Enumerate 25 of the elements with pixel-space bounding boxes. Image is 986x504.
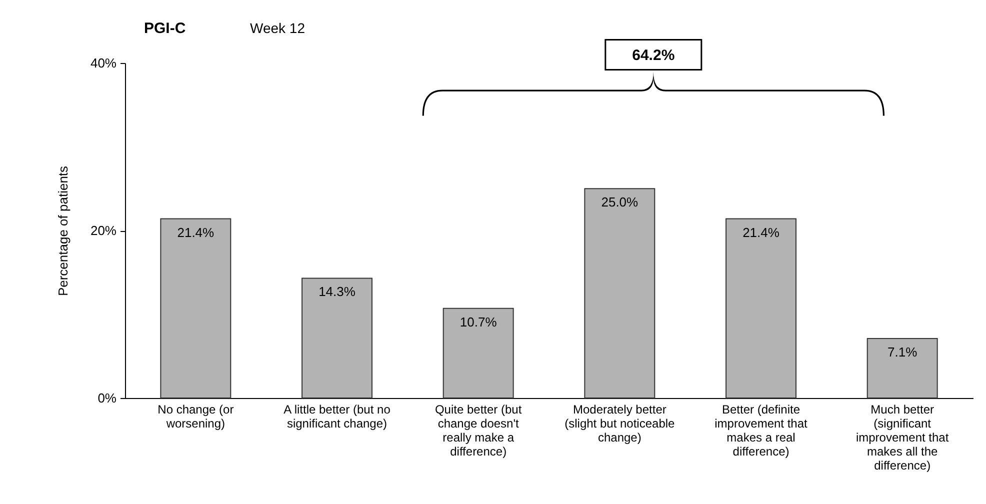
data-label: 10.7% [460,314,498,330]
data-label: 21.4% [177,224,215,240]
data-label: 25.0% [601,194,639,210]
bar [442,308,514,398]
y-tick-label: 0% [98,390,117,406]
y-tick-label: 20% [90,223,117,238]
y-axis-title: Percentage of patients [55,165,70,296]
chart-subtitle: Week 12 [250,20,305,36]
y-tick-label: 40% [90,56,117,70]
x-tick-label: Quite better (but change doesn't really make a difference) [434,402,522,458]
data-label: 14.3% [318,284,356,300]
x-tick-label: No change (or worsening) [158,402,234,430]
chart-title: PGI-C [144,20,186,37]
annotation: 64.2% [632,46,675,64]
x-tick-label: A little better (but no significant change) [284,402,391,430]
bar [866,338,938,398]
x-tick-label: Better (definite improvement that makes a real difference) [714,402,808,458]
bar [302,278,372,398]
data-label: 21.4% [742,224,780,240]
bar [160,218,232,398]
x-tick-label: Much better (significant improvement that makes all the difference) [856,402,950,472]
data-label: 7.1% [888,344,918,360]
x-tick-label: Moderately better (slight but noticeable change) [564,402,676,444]
bar [584,188,656,398]
bar [726,218,796,398]
